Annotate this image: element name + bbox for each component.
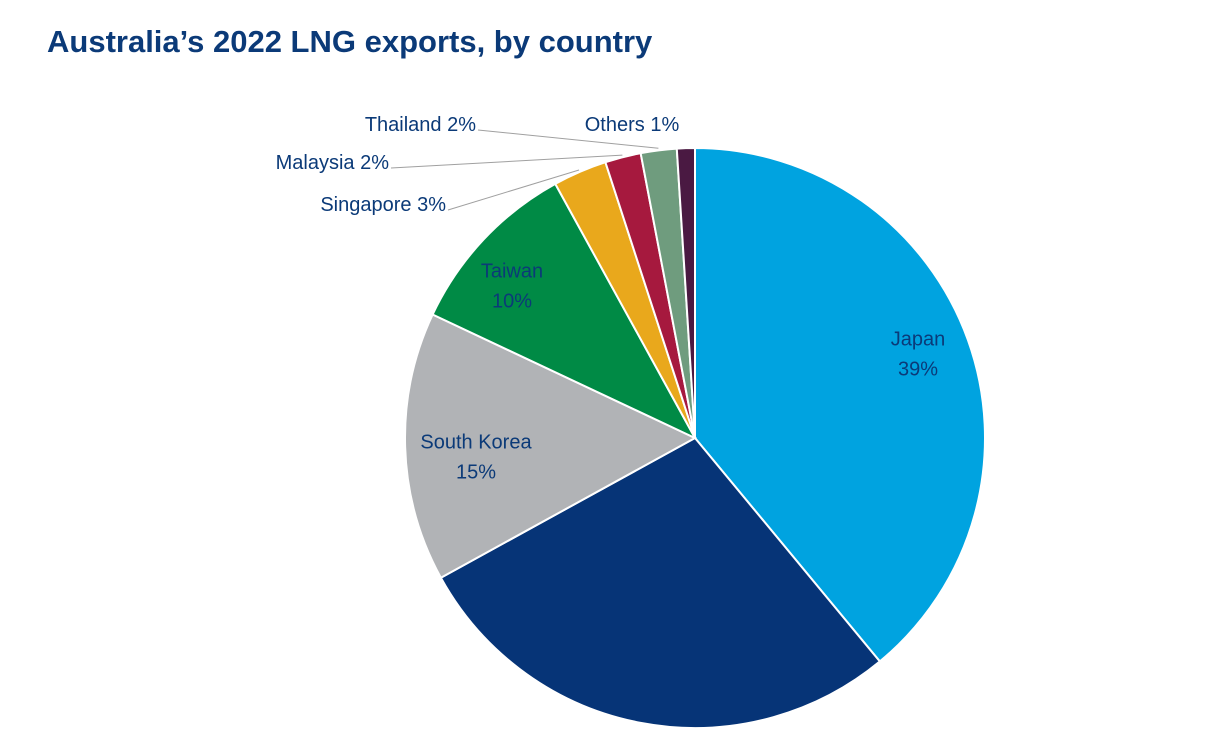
leader-line [447, 169, 580, 211]
leader-line [477, 129, 659, 149]
slice-value-label: 1% [650, 114, 679, 136]
pie-slice [439, 436, 882, 729]
slice-value-label: 15% [456, 461, 496, 483]
slice-name: Others [585, 114, 645, 136]
slice-value-label: 2% [360, 152, 389, 174]
slice-label: Thailand 2% [365, 114, 476, 136]
slice-label: Malaysia 2% [276, 152, 390, 174]
slice-name: Thailand [365, 114, 442, 136]
pie-slice [404, 313, 698, 580]
slice-value-label: 2% [447, 114, 476, 136]
slice-label: Others 1% [585, 114, 680, 136]
slice-label: South Korea [420, 431, 532, 453]
pie-slice [431, 182, 698, 441]
slice-name: Malaysia [276, 152, 356, 174]
slice-value-label: 3% [417, 194, 446, 216]
slice-name: Singapore [320, 194, 411, 216]
slice-value-label: 39% [898, 358, 938, 380]
pie-slice [675, 146, 696, 439]
slice-label: Japan [891, 328, 946, 350]
leader-line [390, 154, 623, 169]
slice-value-label: 10% [492, 290, 532, 312]
pie-slice [694, 146, 986, 663]
slice-label: Taiwan [481, 260, 543, 282]
slice-label: Singapore 3% [320, 194, 446, 216]
chart-title: Australia’s 2022 LNG exports, by country [47, 24, 653, 59]
